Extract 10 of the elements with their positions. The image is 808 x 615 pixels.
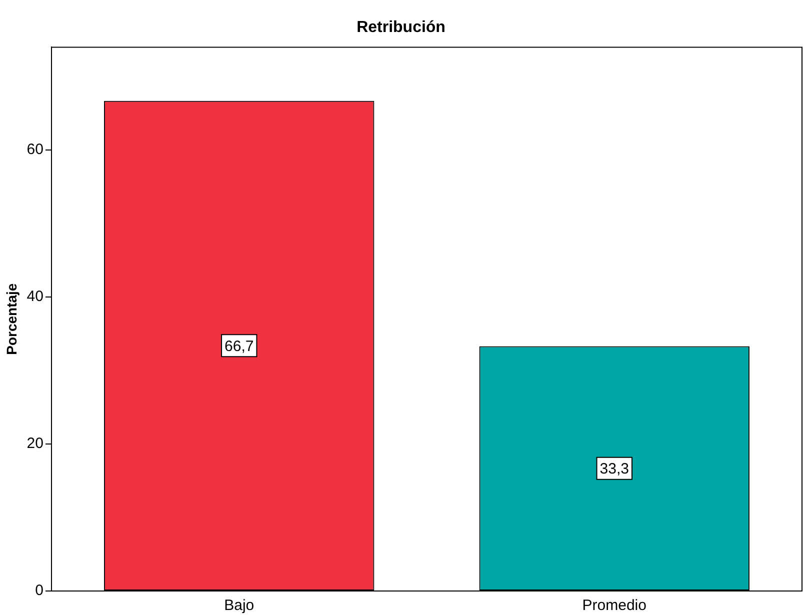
data-label: 33,3 — [600, 460, 629, 478]
data-label: 66,7 — [224, 338, 254, 355]
y-tick-label: 60 — [26, 141, 44, 158]
y-tick-label: 20 — [26, 435, 44, 452]
y-tick-label: 0 — [35, 582, 44, 600]
x-tick-label: Bajo — [224, 597, 254, 614]
y-tick-label: 40 — [26, 288, 44, 306]
x-tick-label: Promedio — [582, 597, 646, 614]
y-axis-title: Porcentaje — [3, 283, 20, 355]
chart-title: Retribución — [356, 19, 446, 36]
